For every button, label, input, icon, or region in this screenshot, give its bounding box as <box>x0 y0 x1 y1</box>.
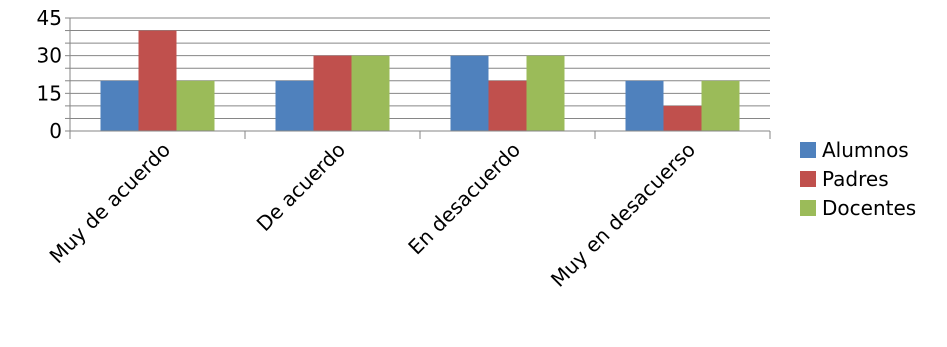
legend-label-alumnos: Alumnos <box>822 138 909 162</box>
bar-alumnos-1 <box>100 80 139 131</box>
x-tick-label: Muy en desacuerso <box>546 138 700 292</box>
y-tick-labels: 0 15 30 45 <box>37 6 62 143</box>
x-tick-label: Muy de acuerdo <box>45 138 175 268</box>
x-tick-label: De acuerdo <box>252 138 350 236</box>
legend-swatch-docentes <box>800 200 816 216</box>
bars <box>100 30 740 131</box>
bar-docentes-2 <box>351 55 390 131</box>
axes <box>65 17 771 139</box>
bar-docentes-3 <box>526 55 565 131</box>
x-tick-label: En desacuerdo <box>403 138 525 260</box>
y-tick-label: 15 <box>37 81 62 105</box>
bar-docentes-4 <box>701 80 740 131</box>
legend-label-docentes: Docentes <box>822 196 916 220</box>
y-tick-label: 30 <box>37 44 62 68</box>
bar-padres-4 <box>663 105 702 131</box>
bar-alumnos-2 <box>275 80 314 131</box>
legend-swatch-alumnos <box>800 142 816 158</box>
x-tick-labels: Muy de acuerdo De acuerdo En desacuerdo Muy… <box>45 138 700 292</box>
bar-padres-2 <box>313 55 352 131</box>
legend-label-padres: Padres <box>822 167 889 191</box>
y-tick-label: 45 <box>37 6 62 30</box>
bar-padres-3 <box>488 80 527 131</box>
bar-docentes-1 <box>176 80 215 131</box>
bar-alumnos-3 <box>450 55 489 131</box>
legend: Alumnos Padres Docentes <box>800 138 916 220</box>
legend-swatch-padres <box>800 171 816 187</box>
y-tick-label: 0 <box>49 119 62 143</box>
bar-alumnos-4 <box>625 80 664 131</box>
bar-padres-1 <box>138 30 177 131</box>
